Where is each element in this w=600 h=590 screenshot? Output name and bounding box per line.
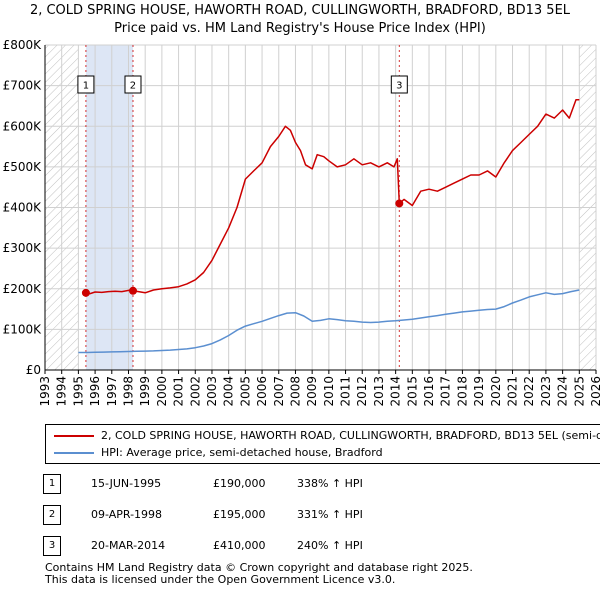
footer-line-2: This data is licensed under the Open Gov… bbox=[45, 573, 396, 586]
sale-3-label: 3 bbox=[396, 81, 402, 92]
title-line-1: 2, COLD SPRING HOUSE, HAWORTH ROAD, CULL… bbox=[29, 3, 571, 18]
y-tick-label: £200K bbox=[3, 282, 43, 296]
x-tick-label: 2023 bbox=[539, 376, 553, 407]
x-tick-label: 1999 bbox=[138, 376, 152, 407]
price-chart: 1 2 3 £0 £100K £200K £300K £400K £500K £600K £700… bbox=[3, 38, 600, 407]
sale-3-box bbox=[390, 75, 408, 94]
sale-1-label: 1 bbox=[83, 81, 89, 92]
x-tick-label: 2009 bbox=[305, 376, 319, 407]
x-tick-label: 1993 bbox=[38, 376, 52, 407]
legend-hpi-label: HPI: Average price, semi-detached house,… bbox=[101, 446, 383, 459]
x-tick-label: 2022 bbox=[522, 376, 536, 407]
footer-line-1: Contains HM Land Registry data © Crown c… bbox=[45, 561, 473, 574]
x-tick-label: 2005 bbox=[238, 376, 252, 407]
sale-hpi-change: 338% ↑ HPI bbox=[297, 477, 363, 490]
y-tick-label: £300K bbox=[3, 241, 43, 255]
x-tick-label: 2008 bbox=[288, 376, 302, 407]
legend-price-swatch bbox=[54, 435, 94, 437]
x-tick-label: 2000 bbox=[155, 376, 169, 407]
x-tick-label: 2026 bbox=[589, 376, 600, 407]
x-tick-label: 2021 bbox=[506, 376, 520, 407]
x-tick-label: 2025 bbox=[572, 376, 586, 407]
y-tick-label: £0 bbox=[26, 363, 41, 377]
x-tick-label: 2001 bbox=[172, 376, 186, 407]
sale-hpi-change: 240% ↑ HPI bbox=[297, 539, 363, 552]
sale-2-label: 2 bbox=[130, 81, 136, 92]
x-tick-label: 2011 bbox=[339, 376, 353, 407]
sale-1-marker bbox=[81, 288, 90, 297]
x-tick-label: 2010 bbox=[322, 376, 336, 407]
x-tick-label: 2006 bbox=[255, 376, 269, 407]
y-tick-label: £800K bbox=[3, 38, 43, 52]
x-tick-label: 1996 bbox=[88, 376, 102, 407]
x-tick-label: 2002 bbox=[188, 376, 202, 407]
footer: Contains HM Land Registry data © Crown c… bbox=[45, 562, 473, 586]
x-tick-label: 1994 bbox=[55, 376, 69, 407]
x-tick-label: 2017 bbox=[439, 376, 453, 407]
sale-hpi-change: 331% ↑ HPI bbox=[297, 508, 363, 521]
hpi-line bbox=[78, 289, 580, 354]
y-tick-label: £700K bbox=[3, 79, 43, 93]
y-tick-label: £500K bbox=[3, 160, 43, 174]
y-tick-label: £100K bbox=[3, 322, 43, 336]
sale-date: 09-APR-1998 bbox=[91, 508, 163, 521]
sale-1-box bbox=[77, 75, 95, 94]
sale-date: 15-JUN-1995 bbox=[91, 477, 162, 490]
sale-number: 2 bbox=[43, 505, 61, 525]
y-tick-label: £400K bbox=[3, 201, 43, 215]
sale-price: £410,000 bbox=[213, 539, 266, 552]
x-tick-label: 2016 bbox=[422, 376, 436, 407]
sale-3-marker bbox=[395, 199, 404, 208]
x-tick-label: 2014 bbox=[389, 376, 403, 407]
x-tick-label: 2004 bbox=[222, 376, 236, 407]
x-tick-label: 2020 bbox=[489, 376, 503, 407]
sale-date: 20-MAR-2014 bbox=[91, 539, 166, 552]
x-tick-label: 1997 bbox=[105, 376, 119, 407]
sale-2-marker bbox=[128, 286, 137, 295]
sale-price: £190,000 bbox=[213, 477, 266, 490]
y-tick-label: £600K bbox=[3, 119, 43, 133]
title-line-2: Price paid vs. HM Land Registry's House … bbox=[114, 21, 486, 36]
x-tick-label: 2019 bbox=[472, 376, 486, 407]
legend-hpi-swatch bbox=[54, 452, 94, 454]
x-tick-label: 2003 bbox=[205, 376, 219, 407]
x-tick-label: 1998 bbox=[121, 376, 135, 407]
x-tick-label: 2013 bbox=[372, 376, 386, 407]
sale-number: 1 bbox=[43, 474, 61, 494]
sale-price: £195,000 bbox=[213, 508, 266, 521]
sale-2-box bbox=[124, 75, 142, 94]
chart-legend: 2, COLD SPRING HOUSE, HAWORTH ROAD, CULL… bbox=[45, 424, 600, 464]
x-tick-label: 1995 bbox=[71, 376, 85, 407]
legend-price-label: 2, COLD SPRING HOUSE, HAWORTH ROAD, CULL… bbox=[101, 429, 600, 442]
x-tick-label: 2015 bbox=[405, 376, 419, 407]
sale-number: 3 bbox=[43, 536, 61, 556]
chart-title: 2, COLD SPRING HOUSE, HAWORTH ROAD, CULL… bbox=[0, 2, 600, 38]
x-tick-label: 2024 bbox=[556, 376, 570, 407]
x-tick-label: 2012 bbox=[355, 376, 369, 407]
price-paid-line bbox=[85, 99, 580, 295]
x-tick-label: 2018 bbox=[455, 376, 469, 407]
x-tick-label: 2007 bbox=[272, 376, 286, 407]
